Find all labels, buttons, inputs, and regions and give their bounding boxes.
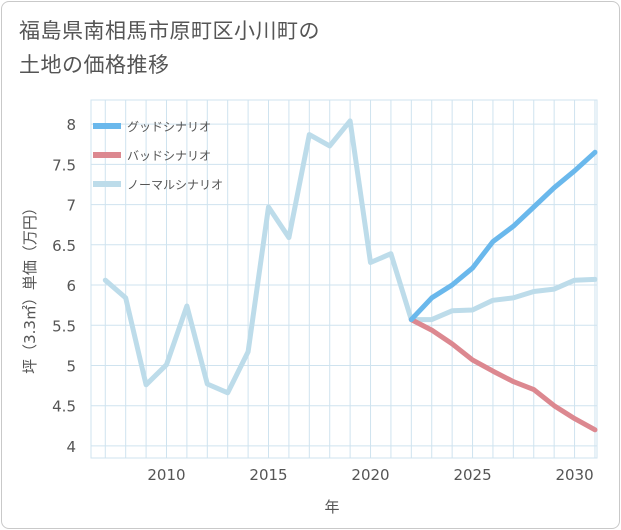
series-line-normal [102,118,598,396]
x-axis-label: 年 [324,498,339,516]
y-tick-label: 7 [66,197,76,215]
chart-title-line-1: 福島県南相馬市原町区小川町の [19,19,320,43]
y-tick-label: 7.5 [52,156,76,174]
y-tick-label: 5 [66,357,76,375]
series-line-good [408,149,598,323]
y-axis-label: 坪（3.3㎡）単価（万円） [21,200,39,374]
y-tick-label: 4 [66,438,76,456]
x-tick-label: 2010 [147,466,185,484]
legend-label: ノーマルシナリオ [127,178,223,192]
y-tick-label: 5.5 [52,317,76,335]
y-tick-label: 8 [66,116,76,134]
x-tick-label: 2015 [249,466,287,484]
legend-label: グッドシナリオ [127,120,211,134]
y-tick-label: 6.5 [52,237,76,255]
series-line-bad [408,317,598,433]
x-tick-label: 2030 [555,466,593,484]
x-tick-label: 2020 [351,466,389,484]
x-tick-label: 2025 [453,466,491,484]
chart-title: 福島県南相馬市原町区小川町の 土地の価格推移 [19,14,320,82]
y-tick-label: 6 [66,277,76,295]
chart-title-line-2: 土地の価格推移 [19,53,170,77]
legend-label: バッドシナリオ [127,149,211,163]
y-tick-label: 4.5 [52,398,76,416]
